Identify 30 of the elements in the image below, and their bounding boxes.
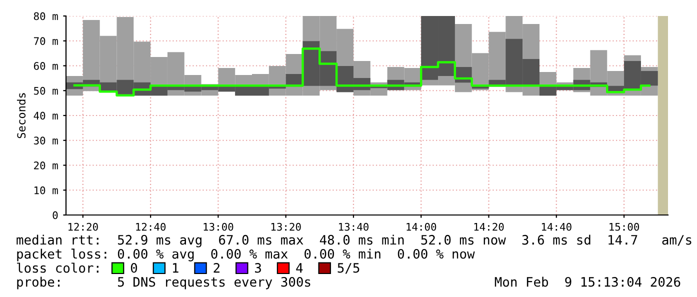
x-tick-label: 13:00 xyxy=(204,222,234,231)
y-tick-label: 50 m xyxy=(34,86,58,95)
legend-label: 5/5 xyxy=(338,263,360,274)
x-tick-label: 13:40 xyxy=(339,222,368,231)
legend-label: 1 xyxy=(172,263,178,273)
legend-label: 2 xyxy=(214,263,220,273)
x-tick-label: 14:20 xyxy=(474,222,504,231)
x-tick-label: 12:40 xyxy=(136,222,166,231)
x-tick-label: 15:00 xyxy=(610,222,640,231)
y-tick-label: 30 m xyxy=(34,136,58,145)
legend-label: 0 xyxy=(130,263,138,273)
text: probe: 5 DNS requests every 300s xyxy=(17,276,310,290)
y-tick-label: 20 m xyxy=(34,162,58,170)
x-tick-label: 14:40 xyxy=(542,222,572,231)
legend-label: 3 xyxy=(255,263,261,273)
x-tick-label: 13:20 xyxy=(271,222,301,231)
y-tick-label: 0 xyxy=(52,211,58,220)
y-tick-label: 10 m xyxy=(34,186,58,194)
y-axis-title: Seconds xyxy=(16,93,26,138)
y-tick-label: 80 m xyxy=(34,12,58,20)
y-tick-label: 60 m xyxy=(34,62,58,70)
legend-label: 4 xyxy=(296,263,303,273)
legend-title: loss color: xyxy=(17,262,98,273)
text: median rtt: 52.9 ms avg 67.0 ms max 48.0 ms min 52.0 ms now 3.6 ms sd 14.7 am/s xyxy=(16,234,692,248)
y-tick-label: 40 m xyxy=(34,112,58,120)
x-tick-label: 14:00 xyxy=(406,222,436,231)
x-tick-label: 12:20 xyxy=(68,222,98,231)
y-tick-label: 70 m xyxy=(34,37,58,46)
text: packet loss: 0.00 % avg 0.00 % max 0.00 % min 0.00 % now xyxy=(17,248,475,262)
text: Mon Feb 9 15:13:04 2026 xyxy=(494,276,680,287)
